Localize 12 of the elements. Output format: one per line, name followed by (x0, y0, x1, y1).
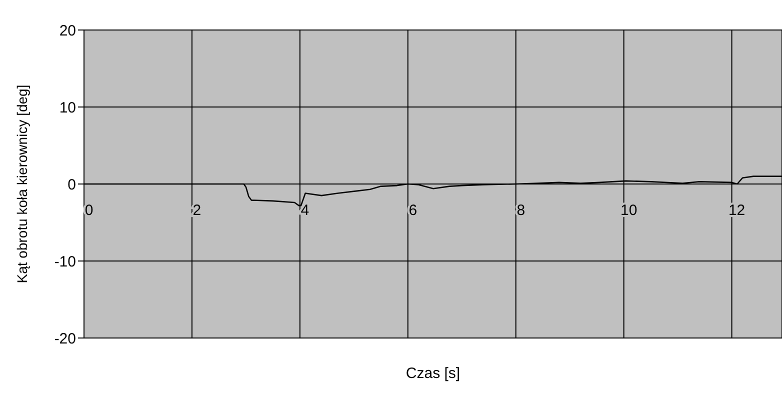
x-tick-label: 4 (300, 202, 310, 219)
x-axis-title: Czas [s] (406, 365, 460, 382)
y-tick-label: 0 (68, 176, 76, 194)
y-tick-label: 20 (59, 22, 76, 40)
x-tick-label: 8 (516, 202, 526, 219)
x-tick-label: 0 (84, 202, 94, 219)
y-tick-label: 10 (59, 99, 76, 116)
y-tick-label: -20 (54, 330, 76, 348)
x-tick-label: 6 (408, 202, 418, 219)
x-tick-label: 2 (192, 202, 202, 219)
y-tick-label: -10 (54, 253, 76, 270)
y-axis-title: Kąt obrotu koła kierownicy [deg] (14, 84, 30, 284)
